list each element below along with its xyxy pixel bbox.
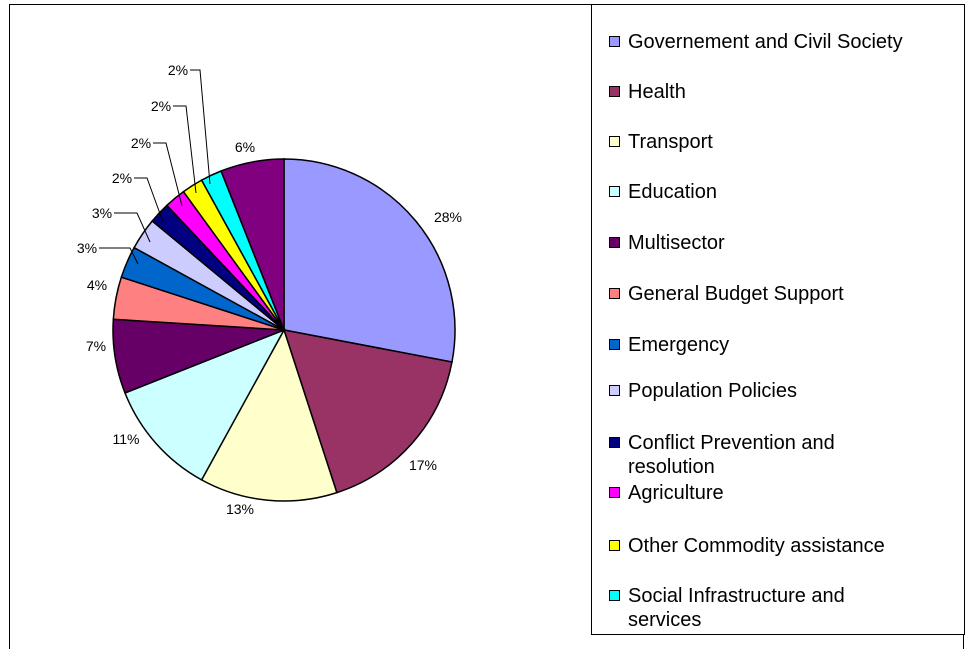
- slice-data-label: 4%: [87, 277, 107, 293]
- legend-swatch: [609, 36, 620, 47]
- legend-item: Social Infrastructure and services: [609, 584, 918, 632]
- pie-slice: [124, 328, 286, 481]
- legend-swatch: [609, 385, 620, 396]
- legend-item: General Budget Support: [609, 282, 958, 306]
- legend-label: Social Infrastructure and services: [628, 585, 845, 631]
- legend-item: Health: [609, 80, 958, 104]
- slice-data-label: 2%: [112, 170, 132, 186]
- slice-data-label: 2%: [131, 135, 151, 151]
- legend-swatch: [609, 288, 620, 299]
- leader-line: [99, 247, 139, 265]
- pie-slice: [220, 158, 285, 331]
- legend-label: Governement and Civil Society: [628, 31, 903, 53]
- slice-data-label: 17%: [409, 457, 437, 473]
- slice-data-label: 28%: [434, 209, 462, 225]
- pie-slice: [200, 328, 338, 502]
- legend-item: Education: [609, 180, 958, 204]
- legend-label: Health: [628, 81, 686, 103]
- legend-label: Emergency: [628, 334, 730, 356]
- legend-label: Other Commodity assistance: [628, 535, 885, 557]
- slice-data-label: 3%: [77, 240, 97, 256]
- leader-line: [153, 142, 183, 207]
- slice-data-label: 7%: [86, 338, 106, 354]
- slice-data-label: 3%: [92, 205, 112, 221]
- legend-item: Other Commodity assistance: [609, 534, 958, 558]
- legend-swatch: [609, 437, 620, 448]
- legend-label: Multisector: [628, 232, 725, 254]
- legend-item: Population Policies: [609, 379, 958, 403]
- slice-data-label: 11%: [113, 431, 140, 447]
- leader-line: [134, 177, 164, 223]
- legend-label: Conflict Prevention and resolution: [628, 432, 835, 478]
- legend-swatch: [609, 86, 620, 97]
- legend-swatch: [609, 487, 620, 498]
- legend-label: Education: [628, 181, 717, 203]
- leader-line: [114, 212, 151, 243]
- slice-data-label: 13%: [226, 501, 254, 517]
- legend-item: Governement and Civil Society: [609, 30, 958, 54]
- legend-item: Agriculture: [609, 481, 958, 505]
- legend-swatch: [609, 590, 620, 601]
- legend-swatch: [609, 186, 620, 197]
- legend: Governement and Civil Society Health Tra…: [591, 4, 965, 635]
- legend-label: Population Policies: [628, 380, 797, 402]
- slice-data-label: 6%: [235, 139, 255, 155]
- legend-label: Agriculture: [628, 482, 724, 504]
- legend-item: Conflict Prevention and resolution: [609, 431, 918, 479]
- legend-swatch: [609, 136, 620, 147]
- legend-item: Transport: [609, 130, 958, 154]
- legend-swatch: [609, 237, 620, 248]
- slice-data-label: 2%: [168, 62, 188, 78]
- legend-swatch: [609, 339, 620, 350]
- legend-swatch: [609, 540, 620, 551]
- legend-label: General Budget Support: [628, 283, 844, 305]
- legend-item: Multisector: [609, 231, 958, 255]
- legend-item: Emergency: [609, 333, 958, 357]
- pie-slice: [283, 158, 456, 363]
- leader-line: [173, 105, 197, 194]
- leader-line: [190, 69, 211, 185]
- pie-slice: [282, 329, 453, 494]
- slice-data-label: 2%: [151, 98, 171, 114]
- legend-label: Transport: [628, 131, 713, 153]
